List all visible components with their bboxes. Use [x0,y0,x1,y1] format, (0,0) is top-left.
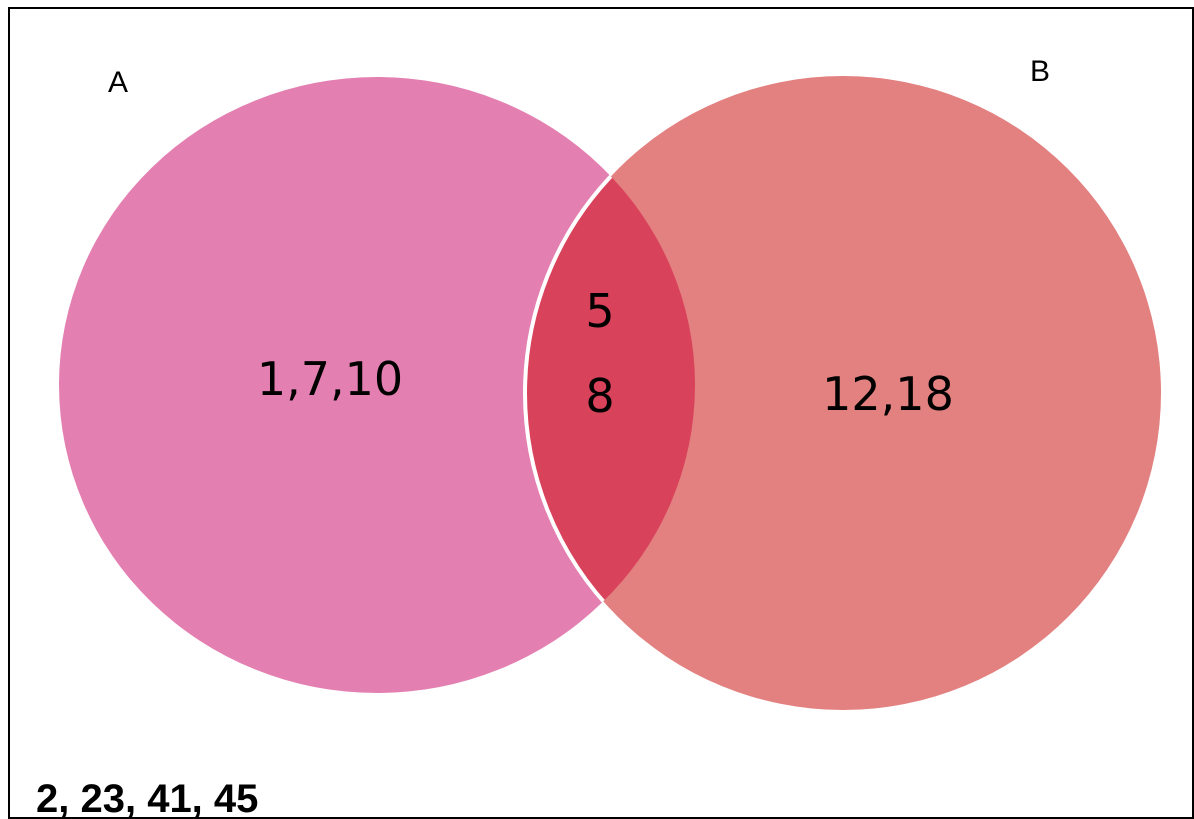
set-a-only-elements: 1,7,10 [257,352,403,406]
intersection-outline [523,77,695,693]
intersection-element-2: 8 [585,369,614,423]
set-a-circle [59,77,695,693]
set-b-label: B [1030,55,1050,88]
set-a-label: A [108,66,128,99]
set-b-circle [525,76,1161,710]
intersection-element-1: 5 [585,284,614,338]
universe-outside-elements: 2, 23, 41, 45 [36,777,258,819]
set-b-only-elements: 12,18 [822,367,954,421]
